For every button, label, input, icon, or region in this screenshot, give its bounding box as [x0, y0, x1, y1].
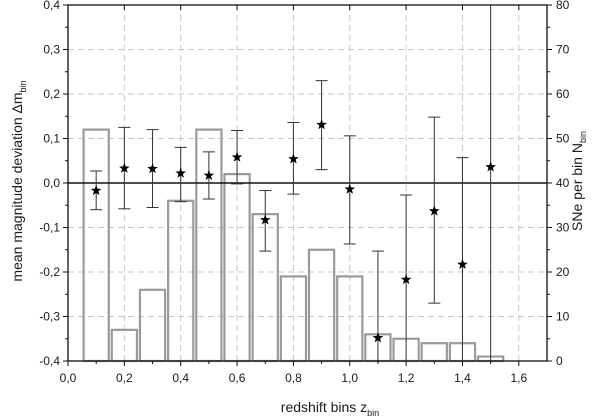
data-point-star	[288, 153, 299, 164]
data-point-star	[231, 151, 243, 162]
x-tick-label: 1,0	[341, 371, 358, 385]
x-axis-title-subscript: bin	[367, 408, 379, 418]
y-right-tick-label: 10	[556, 310, 570, 324]
y-right-tick-label: 80	[556, 0, 570, 12]
x-tick-label: 0,6	[229, 371, 246, 385]
y-left-axis-title-text: mean magnitude deviation Δm	[9, 92, 25, 281]
data-point-star	[344, 183, 356, 194]
data-point-star	[485, 161, 496, 172]
data-point-star	[203, 169, 215, 180]
data-point-star	[147, 163, 158, 174]
y-left-axis-ticks: -0,4 -0,3 -0,2 -0,1 0,0 0,1 0,2 0,3 0,4	[39, 0, 68, 368]
x-axis-ticks: 0,0 0,2 0,4 0,6 0,8 1,0 1,2 1,4 1,6	[60, 5, 527, 385]
histogram-bar	[307, 248, 336, 363]
data-point-star	[372, 332, 384, 343]
y-right-tick-label: 70	[556, 43, 570, 57]
histogram-bar	[420, 342, 448, 363]
data-point-star	[316, 119, 327, 130]
data-point-star	[400, 273, 412, 285]
y-right-axis-title: SNe per bin Nbin	[569, 131, 588, 231]
data-point-star	[90, 184, 102, 196]
point-series	[90, 119, 496, 343]
y-right-tick-label: 30	[556, 221, 570, 235]
y-left-tick-label: -0,1	[39, 221, 60, 235]
y-right-axis-ticks: 0 10 20 30 40 50 60 70 80	[547, 0, 570, 368]
data-point-star	[428, 205, 440, 216]
y-left-axis-title: mean magnitude deviation Δmbin	[9, 80, 28, 281]
y-right-tick-label: 40	[556, 176, 570, 190]
y-left-tick-label: -0,3	[39, 310, 60, 324]
y-left-tick-label: 0,3	[43, 43, 60, 57]
y-left-tick-label: 0,1	[43, 132, 60, 146]
histogram-bar	[82, 128, 110, 363]
x-tick-label: 0,8	[285, 371, 302, 385]
y-right-tick-label: 0	[556, 354, 563, 368]
x-axis-title: redshift bins zbin	[281, 399, 379, 418]
y-right-axis-title-text: SNe per bin N	[569, 143, 585, 231]
data-point-star	[119, 162, 130, 173]
y-left-tick-label: 0,4	[43, 0, 60, 12]
x-tick-label: 1,2	[398, 371, 415, 385]
y-right-axis-title-subscript: bin	[578, 131, 588, 143]
y-left-tick-label: -0,2	[39, 265, 60, 279]
y-left-tick-label: 0,0	[43, 176, 60, 190]
data-point-star	[175, 167, 187, 178]
y-left-axis-title-subscript: bin	[18, 80, 28, 92]
histogram-bar	[138, 288, 167, 363]
x-tick-label: 0,0	[60, 371, 77, 385]
y-right-tick-label: 50	[556, 132, 570, 146]
y-left-tick-label: -0,4	[39, 354, 60, 368]
y-right-tick-label: 60	[556, 87, 570, 101]
x-tick-label: 1,4	[454, 371, 471, 385]
x-tick-label: 1,6	[510, 371, 527, 385]
y-right-tick-label: 20	[556, 265, 570, 279]
data-point-star	[457, 258, 468, 269]
x-axis-title-text: redshift bins z	[281, 399, 367, 415]
x-tick-label: 0,4	[172, 371, 189, 385]
x-tick-label: 0,2	[116, 371, 133, 385]
y-left-tick-label: 0,2	[43, 87, 60, 101]
data-point-star	[259, 214, 271, 225]
